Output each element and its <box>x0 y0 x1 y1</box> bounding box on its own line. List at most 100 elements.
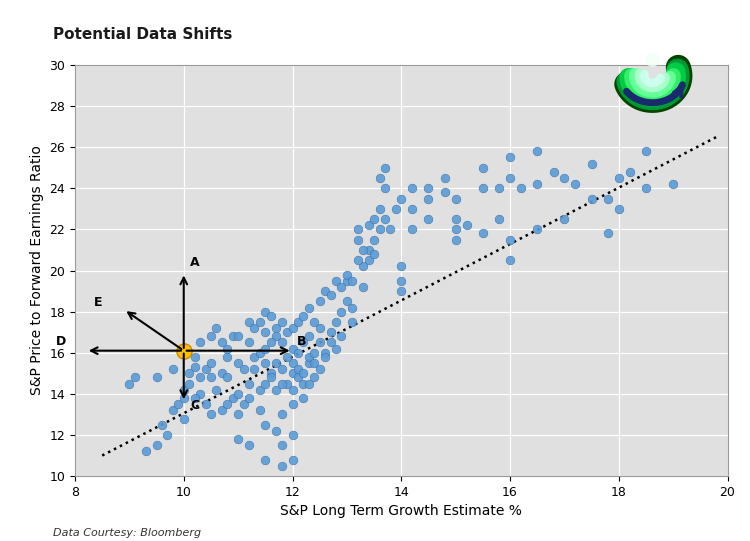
Point <box>178 346 190 355</box>
Point <box>286 359 298 367</box>
Point <box>586 194 598 203</box>
Point <box>221 344 233 353</box>
Point <box>292 365 304 373</box>
Point <box>260 307 272 316</box>
Point <box>221 373 233 382</box>
Point <box>325 291 337 300</box>
Point <box>156 420 168 429</box>
Point <box>200 400 211 408</box>
Point <box>308 348 320 357</box>
Point <box>308 373 320 382</box>
Point <box>221 400 233 408</box>
Point <box>308 318 320 326</box>
Point <box>254 385 266 394</box>
Point <box>395 276 407 285</box>
Point <box>308 359 320 367</box>
Point <box>314 324 326 332</box>
Point <box>504 153 516 162</box>
Point <box>189 353 201 361</box>
X-axis label: S&P Long Term Growth Estimate %: S&P Long Term Growth Estimate % <box>280 504 522 518</box>
Point <box>216 369 228 378</box>
Point <box>260 379 272 388</box>
Point <box>531 225 543 234</box>
Point <box>330 344 342 353</box>
Point <box>248 353 260 361</box>
Point <box>449 225 461 234</box>
Point <box>368 250 380 259</box>
Point <box>189 394 201 403</box>
Point <box>340 270 352 279</box>
Point <box>460 221 472 229</box>
Point <box>178 394 190 403</box>
Point <box>379 184 391 193</box>
Point <box>439 188 451 197</box>
Point <box>248 324 260 332</box>
Point <box>395 194 407 203</box>
Point <box>384 225 396 234</box>
Text: Data Courtesy: Bloomberg: Data Courtesy: Bloomberg <box>53 527 201 538</box>
Point <box>494 184 506 193</box>
Point <box>357 246 369 254</box>
Point <box>297 338 309 347</box>
Point <box>514 184 526 193</box>
Point <box>325 338 337 347</box>
Point <box>314 297 326 306</box>
Point <box>243 441 255 450</box>
Point <box>172 400 184 408</box>
Point <box>558 215 570 223</box>
Point <box>276 338 288 347</box>
Point <box>276 441 288 450</box>
Point <box>531 147 543 156</box>
Point <box>297 394 309 403</box>
Point <box>276 365 288 373</box>
Point <box>243 394 255 403</box>
Point <box>374 204 386 213</box>
Point <box>548 168 560 176</box>
Point <box>238 400 250 408</box>
Point <box>406 184 418 193</box>
Point <box>668 180 680 188</box>
Point <box>395 287 407 295</box>
Point <box>531 180 543 188</box>
Point <box>216 406 228 414</box>
Point <box>166 365 178 373</box>
Point <box>270 359 282 367</box>
Point <box>232 359 244 367</box>
Text: D: D <box>56 334 66 347</box>
Text: C: C <box>190 399 200 412</box>
Point <box>314 365 326 373</box>
Point <box>260 344 272 353</box>
Point <box>624 168 636 176</box>
Point <box>477 184 489 193</box>
Point <box>281 353 293 361</box>
Point <box>194 390 206 398</box>
Point <box>602 194 613 203</box>
Point <box>346 318 358 326</box>
Point <box>286 324 298 332</box>
Point <box>276 461 288 470</box>
Text: A: A <box>190 256 200 269</box>
Point <box>248 365 260 373</box>
Point <box>243 318 255 326</box>
Point <box>260 359 272 367</box>
Point <box>265 369 277 378</box>
Point <box>281 328 293 337</box>
Point <box>395 262 407 270</box>
Point <box>166 406 178 414</box>
Point <box>406 204 418 213</box>
Point <box>200 365 211 373</box>
Point <box>335 332 347 341</box>
Point <box>340 276 352 285</box>
Point <box>129 373 141 382</box>
Point <box>477 229 489 238</box>
Point <box>477 163 489 172</box>
Point <box>363 256 375 265</box>
Point <box>303 353 315 361</box>
Point <box>390 204 402 213</box>
Point <box>352 225 364 234</box>
Point <box>374 225 386 234</box>
Point <box>151 373 163 382</box>
Point <box>243 338 255 347</box>
Point <box>232 410 244 419</box>
Point <box>276 318 288 326</box>
